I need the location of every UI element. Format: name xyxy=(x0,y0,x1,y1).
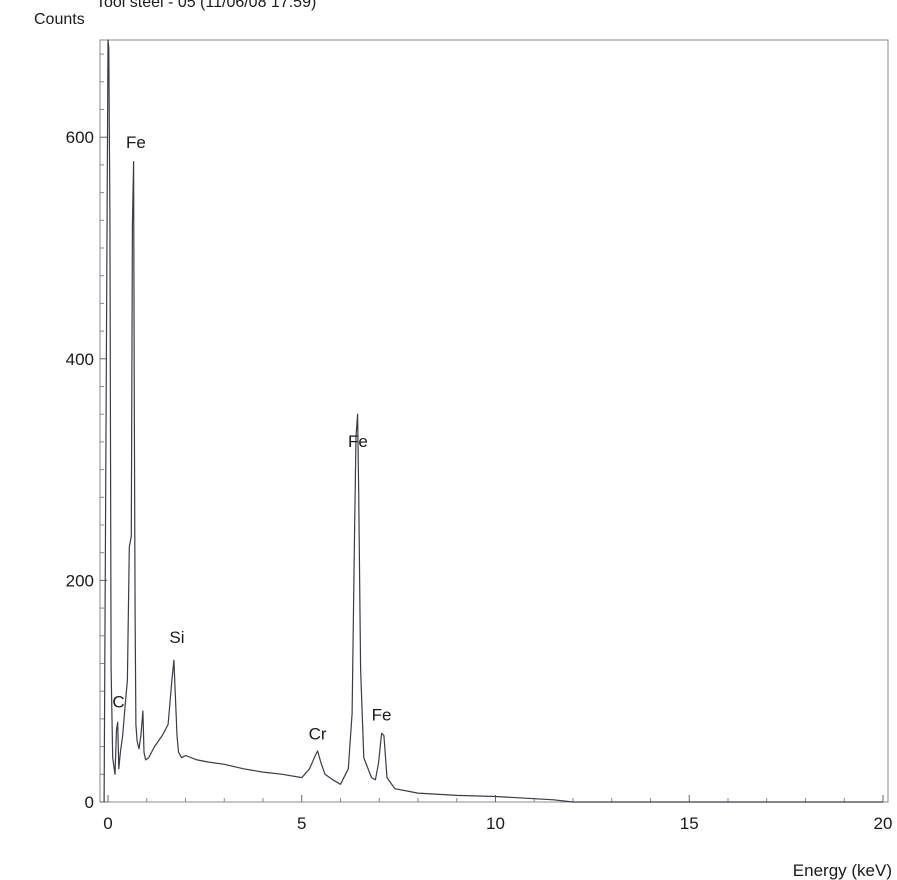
x-axis-label: Energy (keV) xyxy=(793,861,892,880)
peak-label: Fe xyxy=(126,133,146,152)
peak-label: C xyxy=(112,692,124,711)
spectrum-line xyxy=(103,39,883,803)
x-tick-label: 10 xyxy=(486,814,505,833)
y-axis-label: Counts xyxy=(34,11,85,28)
y-tick-label: 600 xyxy=(66,128,94,147)
plot-frame xyxy=(99,39,889,803)
x-tick-label: 15 xyxy=(680,814,699,833)
peak-label: Fe xyxy=(348,432,368,451)
x-tick-label: 5 xyxy=(297,814,306,833)
peak-label: Fe xyxy=(372,706,392,725)
y-tick-label: 400 xyxy=(66,350,94,369)
y-tick-label: 0 xyxy=(85,793,94,812)
x-tick-label: 20 xyxy=(874,814,893,833)
x-tick-label: 0 xyxy=(103,814,112,833)
peak-label: Cr xyxy=(309,724,327,743)
y-tick-label: 200 xyxy=(66,571,94,590)
peak-label: Si xyxy=(169,628,184,647)
chart-title: Tool steel - 05 (11/06/08 17:59) xyxy=(96,0,316,11)
